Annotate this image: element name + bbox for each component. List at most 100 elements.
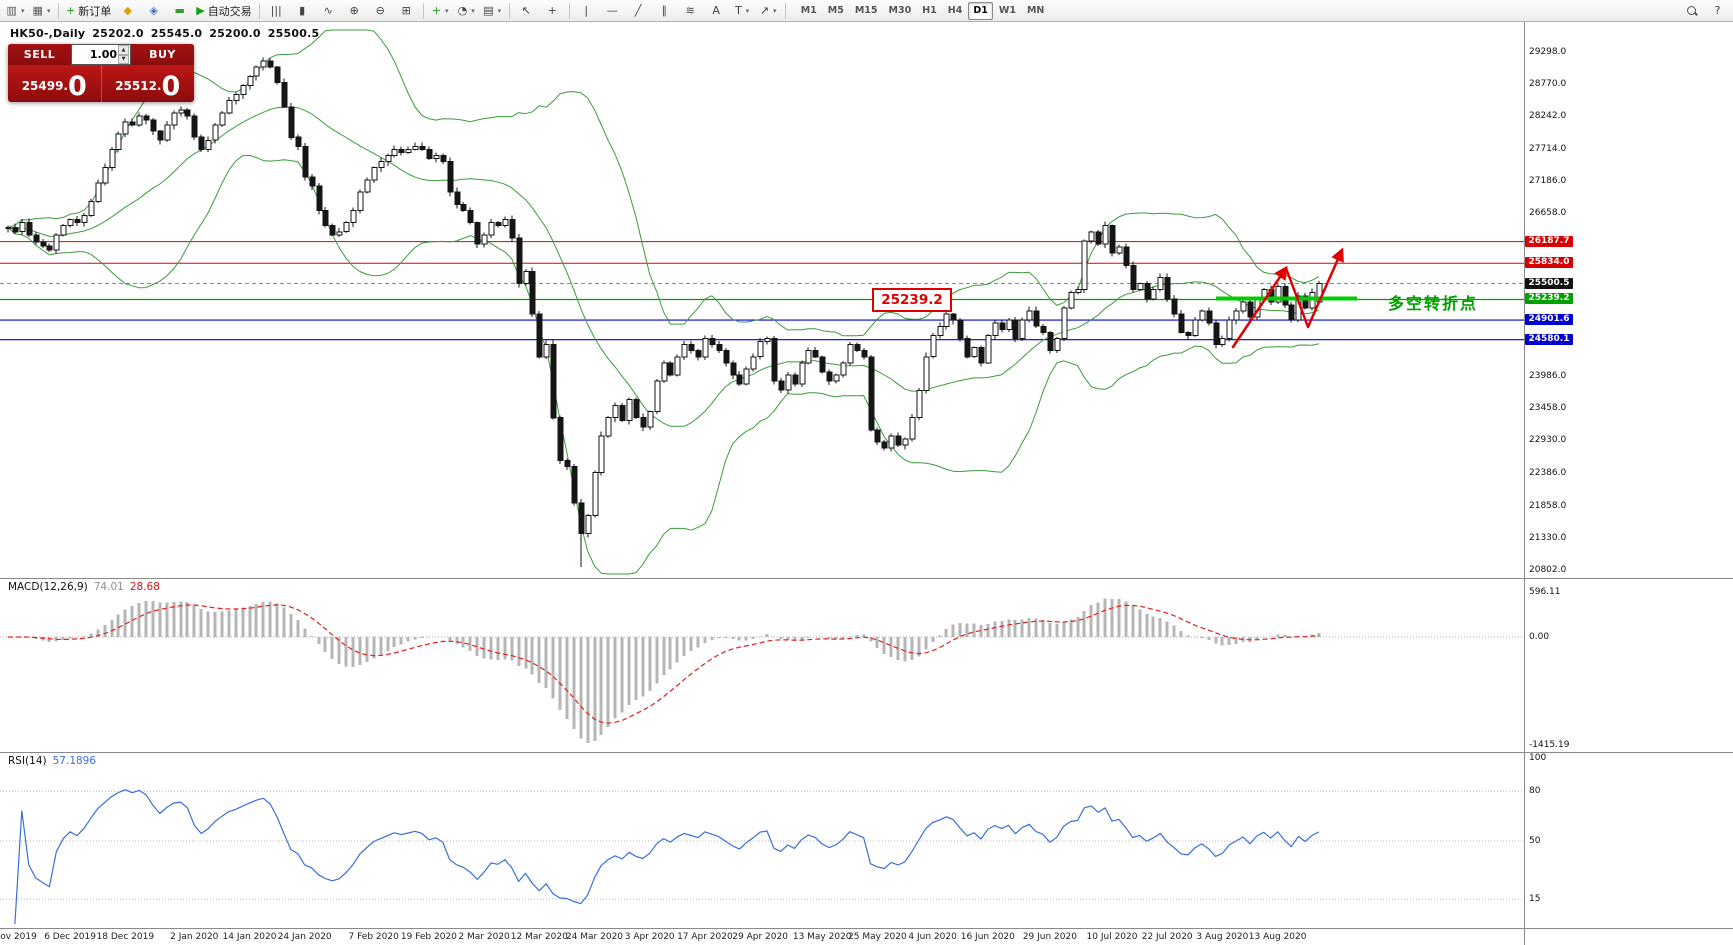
price-tick-label: 27714.0 — [1529, 143, 1567, 154]
new-chart-button[interactable]: ▥ ▾ — [3, 1, 28, 21]
trendline-button[interactable]: ╱ — [626, 1, 651, 21]
crosshair-button[interactable]: + — [540, 1, 565, 21]
price-tick-label: 22386.0 — [1529, 468, 1567, 479]
macd-axis-label: 596.11 — [1529, 586, 1561, 597]
date-tick-label: 13 Aug 2020 — [1248, 932, 1307, 942]
volume-input[interactable]: 1.00 ▲ ▼ — [71, 44, 131, 65]
bar-chart-button[interactable]: ||| — [264, 1, 289, 21]
spinner-down-icon[interactable]: ▼ — [118, 54, 129, 64]
line-chart-button[interactable]: ∿ — [316, 1, 341, 21]
macd-axis-label: -1415.19 — [1529, 739, 1570, 750]
price-badge: 24901.6 — [1525, 314, 1573, 326]
timeframe-m5[interactable]: M5 — [827, 5, 844, 16]
horizontal-line-button[interactable]: — — [600, 1, 625, 21]
cursor-button[interactable]: ↖ — [514, 1, 539, 21]
macd-signal-value: 28.68 — [129, 581, 160, 593]
periods-button[interactable]: ◔ ▾ — [454, 1, 479, 21]
help-button[interactable]: ? — [1705, 1, 1730, 21]
sell-price[interactable]: 25499. 0 — [8, 65, 102, 102]
market-watch-button[interactable]: ◆ — [115, 1, 140, 21]
dropdown-icon: ▾ — [445, 6, 449, 15]
timeframe-m1[interactable]: M1 — [800, 5, 817, 16]
zoom-in-icon: ⊕ — [349, 4, 359, 17]
main-toolbar: ▥ ▾ ▦ ▾ + 新订单 ◆ ◈ ▬ ▶ 自动交易 ||| ▮ ∿ ⊕ ⊖ ⊞ + ▾ ◔ ▾ ▤ ▾ ↖ + | — ╱ ∥ ≋ A T ▾… — [0, 0, 1733, 22]
help-icon: ? — [1714, 4, 1721, 17]
candlestick-chart-button[interactable]: ▮ — [290, 1, 315, 21]
date-tick-label: 6 Dec 2019 — [44, 932, 96, 942]
date-tick-label: 2 Jan 2020 — [170, 932, 219, 942]
profiles-button[interactable]: ▦ ▾ — [29, 1, 54, 21]
vertical-line-icon: | — [584, 4, 589, 17]
autotrading-icon: ▶ — [196, 4, 205, 17]
price-badge: 26187.7 — [1525, 235, 1573, 247]
date-tick-label: 24 Jan 2020 — [277, 932, 332, 942]
dropdown-icon: ▾ — [20, 6, 25, 15]
spinner-up-icon[interactable]: ▲ — [118, 45, 129, 55]
chart-info-line: HK50-,Daily 25202.0 25545.0 25200.0 25500.5 — [10, 27, 326, 40]
buy-button[interactable]: BUY — [131, 44, 194, 65]
close-value: 25500.5 — [267, 27, 320, 40]
rsi-axis-label: 100 — [1529, 753, 1547, 763]
add-indicator-button[interactable]: + ▾ — [428, 1, 453, 21]
volume-spinner[interactable]: ▲ ▼ — [118, 45, 129, 64]
price-scale[interactable]: 29298.0 28770.0 28242.0 27714.0 27186.0 26658… — [1524, 22, 1733, 945]
search-button[interactable] — [1679, 1, 1704, 21]
timeframe-w1[interactable]: W1 — [998, 5, 1016, 16]
fibonacci-icon: ≋ — [685, 4, 695, 17]
tile-windows-button[interactable]: ⊞ — [394, 1, 419, 21]
rsi-axis-label: 80 — [1529, 786, 1541, 797]
navigator-button[interactable]: ◈ — [141, 1, 166, 21]
terminal-icon: ▬ — [174, 4, 185, 17]
price-annotation[interactable]: 25239.2 — [872, 288, 952, 312]
channel-button[interactable]: ∥ — [652, 1, 677, 21]
buy-price[interactable]: 25512. 0 — [102, 65, 195, 102]
price-tick-label: 23986.0 — [1529, 370, 1567, 381]
price-tick-label: 28242.0 — [1529, 111, 1567, 122]
dropdown-icon: ▾ — [745, 6, 750, 15]
rsi-name: RSI(14) — [8, 755, 47, 767]
fibonacci-button[interactable]: ≋ — [678, 1, 703, 21]
zoom-in-button[interactable]: ⊕ — [342, 1, 367, 21]
new-order-button[interactable]: + 新订单 — [63, 1, 114, 21]
new-order-label: 新订单 — [78, 4, 112, 18]
timeframe-m30[interactable]: M30 — [888, 5, 912, 16]
candlestick-chart-icon: ▮ — [299, 4, 306, 17]
date-tick-label: 2 Mar 2020 — [458, 932, 510, 942]
autotrading-button[interactable]: ▶ 自动交易 — [193, 1, 254, 21]
rsi-indicator-label: RSI(14) 57.1896 — [8, 755, 102, 767]
navigator-icon: ◈ — [149, 4, 158, 17]
terminal-button[interactable]: ▬ — [167, 1, 192, 21]
text-label-button[interactable]: T ▾ — [730, 1, 755, 21]
dropdown-icon: ▾ — [46, 6, 51, 15]
date-tick-label: 10 Jul 2020 — [1086, 932, 1138, 942]
price-tick-label: 23458.0 — [1529, 403, 1567, 414]
timeframe-mn[interactable]: MN — [1026, 5, 1045, 16]
timeframe-d1[interactable]: D1 — [968, 1, 993, 20]
price-badge: 25834.0 — [1525, 257, 1573, 269]
pivot-annotation[interactable]: 多空转折点 — [1388, 294, 1479, 313]
new-order-icon: + — [66, 4, 76, 17]
arrows-button[interactable]: ↗ ▾ — [756, 1, 781, 21]
timeframe-h4[interactable]: H4 — [947, 5, 963, 16]
date-tick-label: 13 May 2020 — [792, 932, 852, 942]
trendline-icon: ╱ — [634, 4, 642, 17]
buy-price-main: 25512. — [115, 79, 162, 93]
search-icon — [1686, 5, 1698, 17]
periods-icon: ◔ — [457, 4, 468, 17]
buy-price-big-digit: 0 — [161, 71, 181, 102]
text-button[interactable]: A — [704, 1, 729, 21]
timeframe-m15[interactable]: M15 — [854, 5, 878, 16]
dropdown-icon: ▾ — [497, 6, 502, 15]
arrows-icon: ↗ — [759, 4, 770, 17]
dropdown-icon: ▾ — [773, 6, 777, 15]
templates-button[interactable]: ▤ ▾ — [480, 1, 505, 21]
tile-windows-icon: ⊞ — [401, 4, 411, 17]
zoom-out-button[interactable]: ⊖ — [368, 1, 393, 21]
date-tick-label: 25 Nov 2019 — [0, 932, 37, 942]
rsi-axis-label: 50 — [1529, 836, 1541, 846]
sell-button[interactable]: SELL — [8, 44, 71, 65]
timeframe-h1[interactable]: H1 — [922, 5, 937, 16]
vertical-line-button[interactable]: | — [574, 1, 599, 21]
